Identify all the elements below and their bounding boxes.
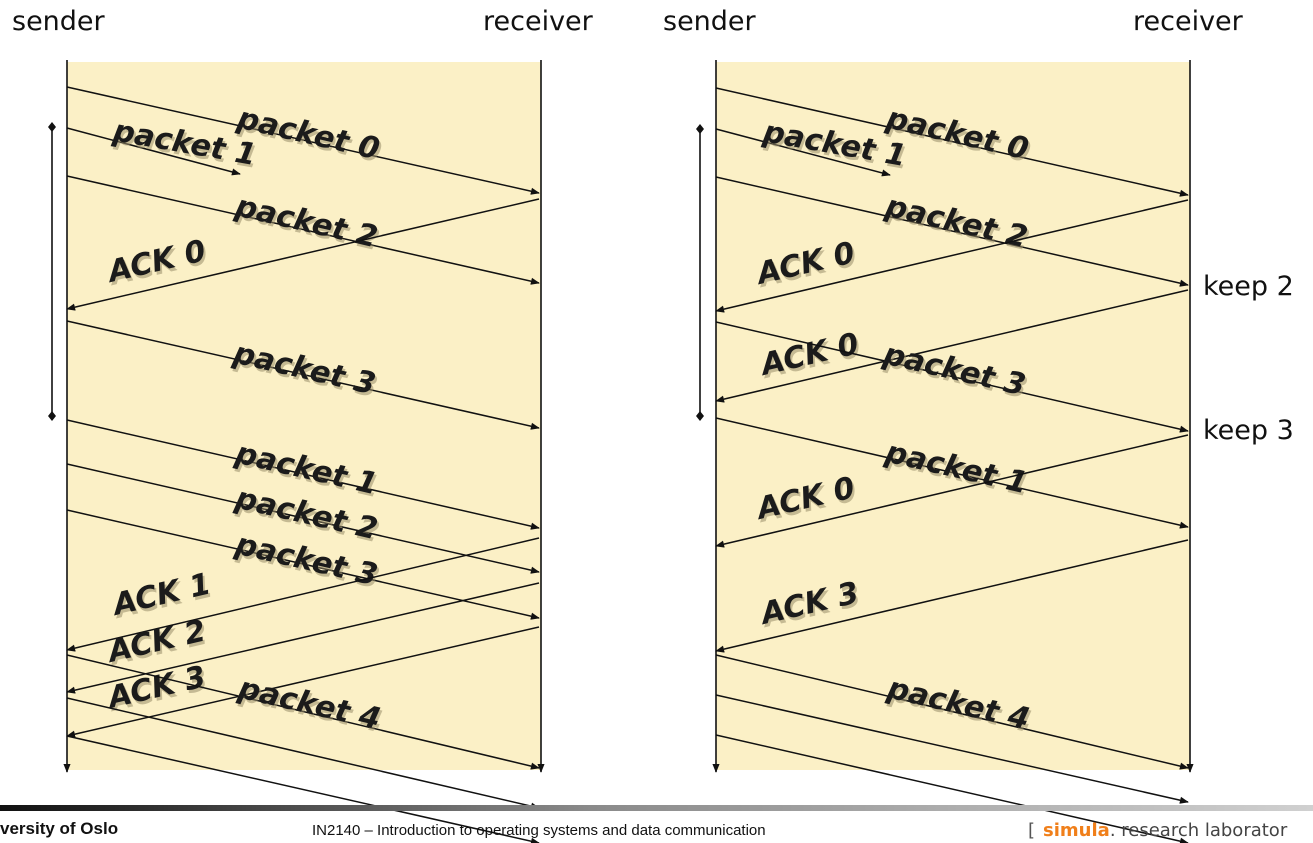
right-message-arrow bbox=[715, 434, 1189, 548]
footer-bar bbox=[0, 805, 1313, 811]
right-message-arrow bbox=[715, 539, 1189, 653]
left-message-arrow bbox=[66, 654, 540, 770]
keep-3-note: keep 3 bbox=[1203, 415, 1294, 446]
course-title: IN2140 – Introduction to operating syste… bbox=[312, 822, 766, 839]
right-timeout-bracket bbox=[696, 124, 704, 421]
left-panel bbox=[67, 62, 541, 770]
left-receiver-label: receiver bbox=[483, 6, 594, 37]
right-continuing-arrow bbox=[715, 734, 1189, 843]
left-message-arrow bbox=[66, 463, 540, 574]
right-message-arrow bbox=[715, 417, 1189, 529]
right-continuing-arrow bbox=[715, 694, 1189, 804]
right-receiver-label: receiver bbox=[1133, 6, 1244, 37]
left-continuing-arrow bbox=[66, 735, 540, 843]
right-sender-label: sender bbox=[663, 6, 757, 37]
left-message-arrow bbox=[66, 175, 540, 285]
left-message-arrow bbox=[66, 127, 241, 176]
left-message-arrow bbox=[66, 86, 540, 195]
left-message-arrow bbox=[66, 537, 540, 652]
right-message-arrow bbox=[715, 321, 1189, 433]
left-sender-label: sender bbox=[12, 6, 106, 37]
right-message-arrow bbox=[715, 176, 1189, 287]
right-panel bbox=[716, 62, 1190, 770]
keep-2-note: keep 2 bbox=[1203, 271, 1294, 302]
left-message-arrow bbox=[66, 509, 540, 620]
left-message-arrow bbox=[66, 419, 540, 530]
left-message-arrow bbox=[66, 320, 540, 430]
right-message-arrow bbox=[715, 654, 1189, 770]
left-message-arrow bbox=[66, 198, 540, 311]
right-message-arrow bbox=[715, 289, 1189, 403]
left-message-arrow bbox=[66, 626, 540, 738]
simula-logo: [simula. research laborator bbox=[1028, 820, 1288, 841]
university-name: versity of Oslo bbox=[0, 819, 118, 838]
right-message-arrow bbox=[715, 87, 1189, 197]
right-message-arrow bbox=[715, 199, 1189, 313]
left-timeout-bracket bbox=[48, 122, 56, 421]
right-message-arrow bbox=[715, 128, 891, 177]
left-continuing-arrow bbox=[66, 697, 540, 810]
